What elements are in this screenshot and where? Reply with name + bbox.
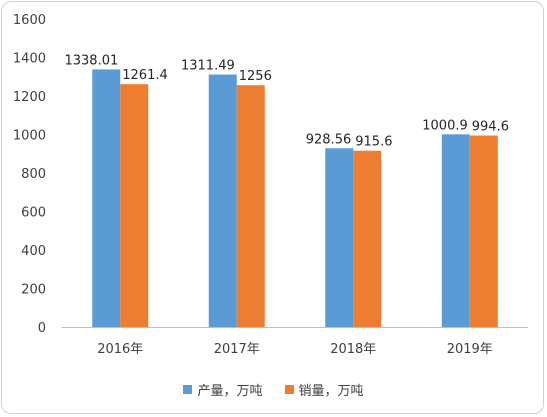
bar-0-1	[208, 74, 237, 327]
legend-swatch-sales	[284, 384, 294, 394]
y-tick-label-4: 800	[21, 167, 46, 182]
legend-swatch-production	[183, 384, 193, 394]
x-tick-label-2: 2018年	[330, 342, 376, 357]
data-label-0-0: 1338.01	[64, 53, 118, 68]
data-label-0-1: 1311.49	[181, 59, 235, 74]
y-tick-label-1: 200	[21, 283, 46, 298]
y-tick-label-8: 1600	[13, 13, 46, 28]
x-tick-label-3: 2019年	[447, 342, 493, 357]
data-label-1-0: 1261.4	[122, 68, 168, 83]
legend-label-sales: 销量，万吨	[298, 383, 364, 399]
legend-item-sales: 销量，万吨	[284, 380, 364, 399]
data-label-0-3: 1000.9	[422, 118, 468, 133]
legend-item-production: 产量，万吨	[183, 380, 263, 399]
x-tick-label-0: 2016年	[97, 342, 143, 357]
y-tick-label-3: 600	[21, 206, 46, 221]
data-label-0-2: 928.56	[306, 132, 352, 147]
data-label-1-1: 1256	[239, 69, 272, 84]
bar-0-2	[325, 148, 354, 327]
data-label-1-3: 994.6	[472, 120, 509, 135]
y-tick-label-7: 1400	[13, 52, 46, 67]
y-tick-label-0: 0	[38, 321, 46, 336]
bar-1-2	[353, 150, 382, 327]
data-label-1-2: 915.6	[355, 135, 392, 150]
legend-label-production: 产量，万吨	[197, 383, 263, 399]
legend: 产量，万吨 销量，万吨	[0, 379, 547, 399]
bar-1-1	[236, 85, 265, 327]
y-tick-label-5: 1000	[13, 129, 46, 144]
x-tick-label-1: 2017年	[214, 342, 260, 357]
bar-0-3	[441, 134, 470, 327]
bar-1-3	[469, 135, 498, 327]
bar-1-0	[120, 84, 149, 327]
y-tick-label-2: 400	[21, 244, 46, 259]
bar-0-0	[92, 69, 121, 327]
y-tick-label-6: 1200	[13, 90, 46, 105]
